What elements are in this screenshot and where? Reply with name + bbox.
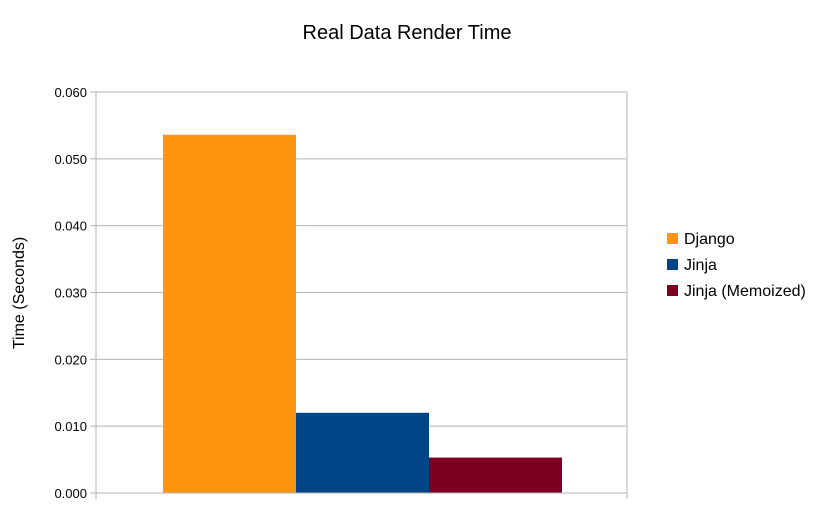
y-tick-label: 0.060 <box>54 85 87 100</box>
y-tick-label: 0.010 <box>54 419 87 434</box>
y-tick-label: 0.030 <box>54 286 87 301</box>
y-axis-label: Time (Seconds) <box>11 237 28 349</box>
bars <box>163 134 562 494</box>
legend-swatch <box>667 259 678 270</box>
bar-django <box>163 134 296 494</box>
bar-jinja <box>296 412 429 493</box>
y-tick-label: 0.020 <box>54 352 87 367</box>
bar-jinja-memoized <box>429 457 562 493</box>
y-tick-label: 0.050 <box>54 152 87 167</box>
y-axis-ticks: 0.000 0.010 0.020 0.030 0.040 0.050 0.060 <box>54 85 96 501</box>
y-tick-label: 0.000 <box>54 486 87 501</box>
chart-title: Real Data Render Time <box>303 22 512 44</box>
legend-swatch <box>667 233 678 244</box>
legend-label: Jinja (Memoized) <box>684 283 806 300</box>
legend-swatch <box>667 285 678 296</box>
legend-label: Django <box>684 231 735 248</box>
axes <box>95 92 628 499</box>
y-tick-label: 0.040 <box>54 219 87 234</box>
legend: Django Jinja Jinja (Memoized) <box>667 231 806 300</box>
legend-label: Jinja <box>684 257 717 274</box>
